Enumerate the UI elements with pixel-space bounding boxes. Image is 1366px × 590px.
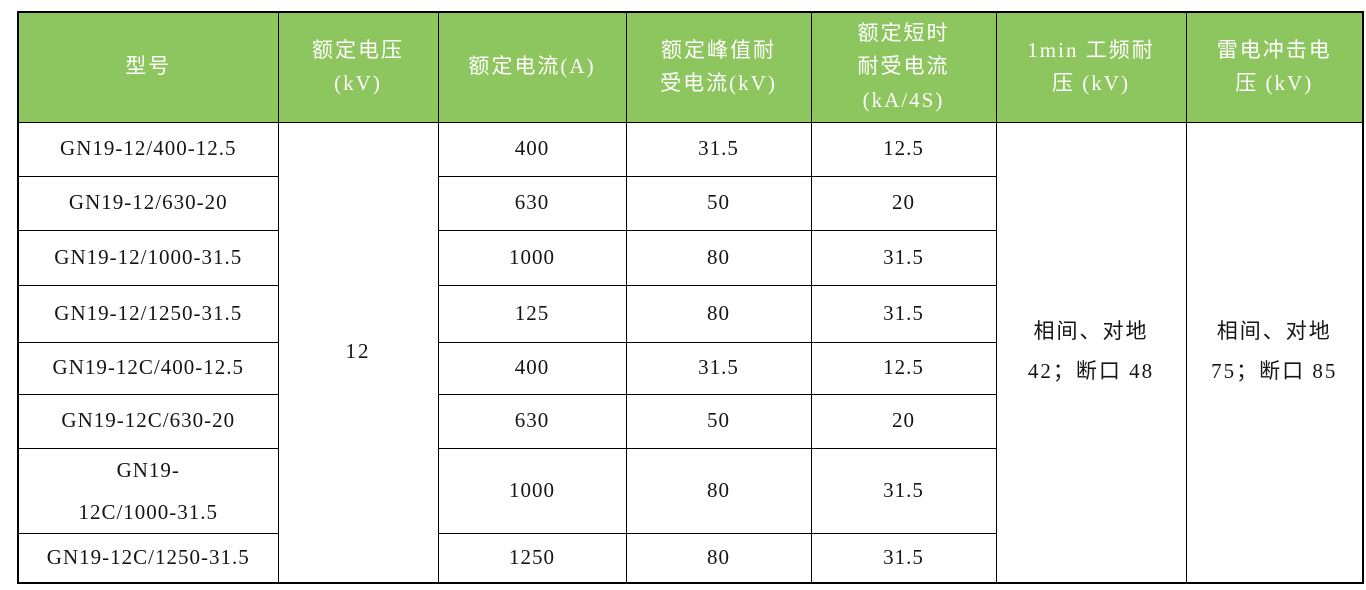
model-cell: GN19-12C/630-20 (17, 393, 279, 449)
table-body: GN19-12/400-12.5 12 400 31.5 12.5 相间、对地 … (17, 121, 1364, 584)
model-cell: GN19-12/630-20 (17, 175, 279, 231)
table-row: GN19-12C/1250-31.5 1250 80 31.5 (17, 532, 1363, 584)
short-time-current-cell: 31.5 (810, 284, 997, 343)
rated-current-cell: 1250 (437, 532, 627, 584)
peak-current-cell: 50 (625, 393, 812, 449)
rated-current-cell: 125 (437, 284, 627, 343)
header-cell-rated-voltage: 额定电压 (kV) (277, 11, 439, 123)
rated-current-cell: 1000 (437, 447, 627, 534)
short-time-current-cell: 12.5 (810, 341, 997, 395)
table-row: GN19-12/400-12.5 12 400 31.5 12.5 相间、对地 … (17, 121, 1364, 584)
header-cell-lightning-impulse-voltage: 雷电冲击电 压 (kV) (1185, 11, 1364, 123)
switch-spec-table: 型号 额定电压 (kV) 额定电流(A) 额定峰值耐 受电流(kV) 额定短时 … (17, 11, 1364, 584)
table-row: GN19-12/1000-31.5 1000 80 31.5 (17, 229, 1363, 286)
peak-current-cell: 50 (625, 175, 812, 231)
table-row: GN19-12C/630-20 630 50 20 (17, 393, 1363, 449)
model-cell: GN19-12C/400-12.5 (17, 341, 279, 395)
table-row: GN19-12C/400-12.5 400 31.5 12.5 (17, 341, 1363, 395)
rated-current-cell: 400 (437, 341, 627, 395)
header-cell-peak-withstand-current: 额定峰值耐 受电流(kV) (625, 11, 812, 123)
rated-current-cell: 400 (437, 121, 627, 177)
header-cell-model: 型号 (17, 11, 279, 123)
peak-current-cell: 31.5 (625, 341, 812, 395)
model-cell: GN19-12C/1250-31.5 (17, 532, 279, 584)
peak-current-cell: 80 (625, 229, 812, 286)
model-cell: GN19-12/1250-31.5 (17, 284, 279, 343)
header-cell-power-frequency-withstand-voltage: 1min 工频耐 压 (kV) (995, 11, 1187, 123)
header-cell-rated-current: 额定电流(A) (437, 11, 627, 123)
short-time-current-cell: 31.5 (810, 532, 997, 584)
table-row: GN19- 12C/1000-31.5 1000 80 31.5 (17, 447, 1363, 534)
model-cell: GN19- 12C/1000-31.5 (17, 447, 279, 534)
short-time-current-cell: 12.5 (810, 121, 997, 177)
rated-current-cell: 630 (437, 175, 627, 231)
power-frequency-withstand-merged-cell: 相间、对地 42；断口 48 (995, 121, 1187, 584)
model-cell: GN19-12/1000-31.5 (17, 229, 279, 286)
peak-current-cell: 80 (625, 284, 812, 343)
table-row: GN19-12/630-20 630 50 20 (17, 175, 1363, 231)
short-time-current-cell: 20 (810, 393, 997, 449)
header-cell-short-time-withstand-current: 额定短时 耐受电流 (kA/4S) (810, 11, 997, 123)
peak-current-cell: 80 (625, 447, 812, 534)
peak-current-cell: 80 (625, 532, 812, 584)
short-time-current-cell: 31.5 (810, 229, 997, 286)
rated-current-cell: 1000 (437, 229, 627, 286)
rated-voltage-merged-cell: 12 (277, 121, 439, 584)
short-time-current-cell: 20 (810, 175, 997, 231)
model-cell: GN19-12/400-12.5 (17, 121, 279, 177)
rated-current-cell: 630 (437, 393, 627, 449)
lightning-impulse-merged-cell: 相间、对地 75；断口 85 (1185, 121, 1364, 584)
table-header: 型号 额定电压 (kV) 额定电流(A) 额定峰值耐 受电流(kV) 额定短时 … (17, 11, 1364, 123)
short-time-current-cell: 31.5 (810, 447, 997, 534)
header-row: 型号 额定电压 (kV) 额定电流(A) 额定峰值耐 受电流(kV) 额定短时 … (17, 11, 1364, 123)
peak-current-cell: 31.5 (625, 121, 812, 177)
